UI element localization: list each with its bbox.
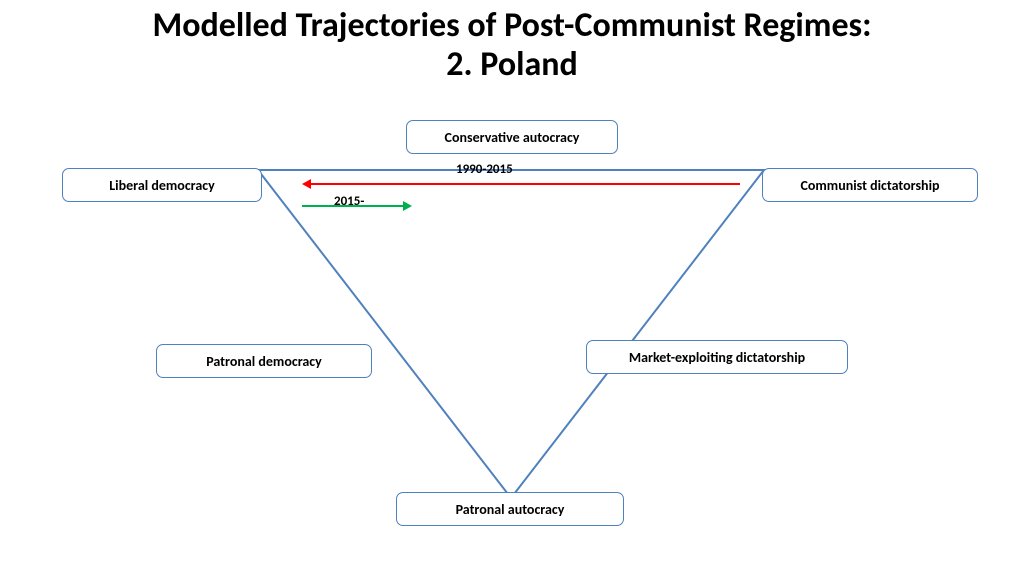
regime-triangle: [258, 170, 764, 498]
arrow-1990-2015-label: 1990-2015: [456, 162, 513, 177]
arrow-1990-2015: [302, 179, 740, 189]
arrow-2015-label: 2015-: [334, 194, 364, 209]
regime-box-communist-dictatorship: Communist dictatorship: [762, 168, 978, 202]
regime-box-conservative-autocracy: Conservative autocracy: [406, 120, 618, 154]
regime-box-market-exploiting-dictatorship: Market-exploiting dictatorship: [586, 340, 848, 374]
regime-box-liberal-democracy: Liberal democracy: [62, 168, 262, 202]
regime-box-patronal-autocracy: Patronal autocracy: [396, 492, 624, 526]
regime-box-patronal-democracy: Patronal democracy: [156, 344, 372, 378]
diagram-canvas: [0, 0, 1024, 576]
